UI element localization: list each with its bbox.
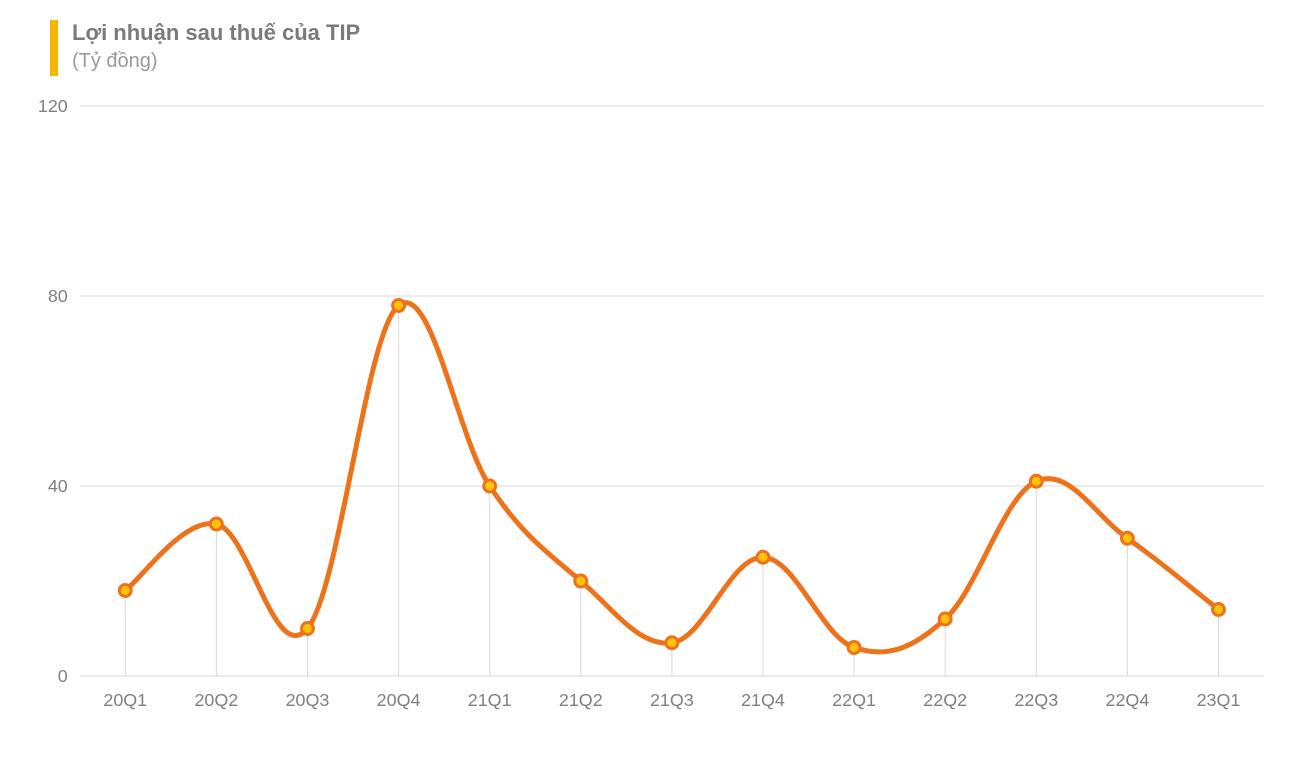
data-point bbox=[301, 623, 313, 635]
data-point bbox=[1213, 604, 1225, 616]
chart-subtitle: (Tỷ đồng) bbox=[72, 50, 360, 73]
data-point bbox=[119, 585, 131, 597]
x-tick-label: 22Q3 bbox=[1014, 690, 1058, 710]
x-tick-label: 20Q1 bbox=[103, 690, 147, 710]
x-tick-label: 22Q2 bbox=[923, 690, 967, 710]
x-tick-label: 22Q4 bbox=[1106, 690, 1150, 710]
x-tick-label: 21Q4 bbox=[741, 690, 785, 710]
data-point bbox=[393, 300, 405, 312]
data-point bbox=[575, 575, 587, 587]
title-block: Lợi nhuận sau thuế của TIP (Tỷ đồng) bbox=[72, 20, 360, 73]
data-point bbox=[1030, 475, 1042, 487]
data-point bbox=[666, 637, 678, 649]
chart-title: Lợi nhuận sau thuế của TIP bbox=[72, 20, 360, 46]
data-point bbox=[757, 551, 769, 563]
chart-svg: 0 40 80 120 20Q1 20Q2 20Q3 20Q4 21Q1 21Q2 21Q3 21Q4… bbox=[20, 96, 1274, 726]
data-point bbox=[939, 613, 951, 625]
x-tick-label: 21Q2 bbox=[559, 690, 603, 710]
chart-header: Lợi nhuận sau thuế của TIP (Tỷ đồng) bbox=[50, 20, 1274, 76]
data-point bbox=[210, 518, 222, 530]
accent-bar bbox=[50, 20, 58, 76]
y-tick-label: 0 bbox=[58, 666, 68, 686]
x-tick-label: 20Q2 bbox=[194, 690, 238, 710]
y-tick-label: 80 bbox=[48, 286, 68, 306]
line-chart: 0 40 80 120 20Q1 20Q2 20Q3 20Q4 21Q1 21Q2 21Q3 21Q4… bbox=[20, 96, 1274, 726]
data-point bbox=[848, 642, 860, 654]
data-point bbox=[1121, 532, 1133, 544]
x-tick-label: 21Q1 bbox=[468, 690, 512, 710]
y-tick-label: 120 bbox=[38, 96, 68, 116]
series-line bbox=[125, 303, 1218, 652]
y-tick-label: 40 bbox=[48, 476, 68, 496]
x-tick-label: 23Q1 bbox=[1197, 690, 1241, 710]
x-tick-label: 20Q4 bbox=[377, 690, 421, 710]
x-tick-label: 21Q3 bbox=[650, 690, 694, 710]
x-tick-label: 20Q3 bbox=[286, 690, 330, 710]
data-point bbox=[484, 480, 496, 492]
x-tick-label: 22Q1 bbox=[832, 690, 876, 710]
